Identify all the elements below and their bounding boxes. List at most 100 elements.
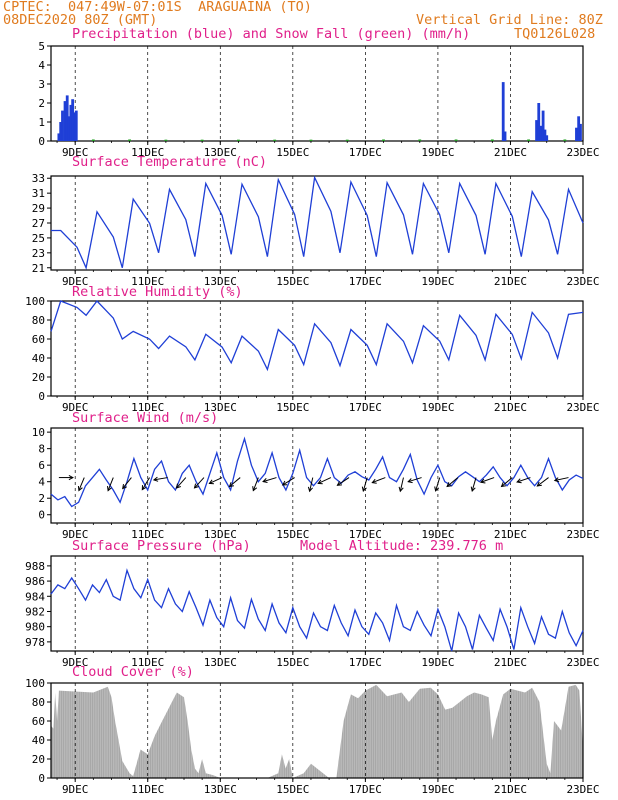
wind-ytick-label: 4 [38,476,45,489]
precip-bar-precipitation [74,110,78,141]
wind-vector-arrowhead [281,480,288,486]
temp-xtick-label: 13DEC [204,275,237,288]
wind-ytick-label: 8 [38,443,45,456]
wind-vector-arrowhead [361,486,367,492]
cloud-xtick-label: 17DEC [349,783,382,796]
grid-line-info: Vertical Grid Line: 80Z [416,12,603,28]
wind-vector-arrowhead [228,482,234,488]
cloud-frame [50,682,584,779]
precip-xtick-label: 13DEC [204,146,237,159]
temp-ytick-label: 31 [32,187,45,200]
wind-vector-arrow [516,477,531,483]
precip-bar-precipitation [59,122,63,141]
temp-title: Surface Temperature (nC) [72,154,268,170]
precip-bar-precipitation [57,133,61,141]
cloud-ytick-label: 80 [32,696,45,709]
wind-vector-arrowhead [398,486,404,493]
precip-ytick-label: 0 [38,135,45,148]
wind-vector-arrowhead [500,482,506,488]
precip-bar-precipitation [577,116,581,141]
rh-xtick-label: 19DEC [421,401,454,414]
wind-vector-arrow [262,477,277,483]
wind-vector-arrowhead [307,486,313,493]
wind-vector-arrowhead [516,478,522,484]
wind-ytick-label: 6 [38,459,45,472]
temp-xtick-label: 21DEC [494,275,527,288]
precip-bar-snow-fall [345,139,349,141]
wind-vector-arrow [229,477,241,487]
cloud-xtick-label: 9DEC [62,783,89,796]
wind-vector-arrow [537,477,549,487]
cloud-xtick-label: 11DEC [131,783,164,796]
rh-xtick-label: 13DEC [204,401,237,414]
wind-vector-arrow [209,477,223,484]
rh-ytick-label: 100 [25,295,45,308]
press-ytick-label: 988 [25,560,45,573]
wind-vector-arrowhead [77,485,83,492]
precip-bar-precipitation [73,112,76,141]
wind-vector-arrow [362,477,368,492]
wind-vector-arrow [399,477,404,492]
wind-vector-arrowhead [262,478,268,483]
wind-xtick-label: 11DEC [131,528,164,541]
precip-bar-snow-fall [273,139,277,141]
temp-xtick-label: 9DEC [62,275,89,288]
temp-ytick-label: 29 [32,202,45,215]
cloud-ytick-label: 40 [32,734,45,747]
wind-ytick-label: 0 [38,509,45,522]
temp-ytick-label: 27 [32,217,45,230]
precip-bar-snow-fall [563,139,567,141]
wind-vector-arrowhead [470,486,476,493]
wind-xtick-label: 21DEC [494,528,527,541]
precip-bar-snow-fall [382,139,385,141]
wind-vector-arrow [317,477,332,484]
cloud-ytick-label: 20 [32,753,45,766]
precip-bar-precipitation [575,127,578,141]
precip-bar-precipitation [543,129,547,141]
press-frame [50,555,584,652]
press-ytick-label: 978 [25,636,45,649]
wind-vector-arrowhead [434,486,440,492]
precip-bar-snow-fall [454,139,458,141]
press-series-line [50,568,584,652]
press-xtick-label: 15DEC [276,656,309,669]
wind-series-line [50,436,584,508]
wind-xtick-label: 19DEC [421,528,454,541]
rh-ytick-label: 20 [32,371,45,384]
wind-vector-arrowhead [193,483,199,489]
wind-xtick-label: 17DEC [349,528,382,541]
wind-vector-arrow [252,477,259,491]
press-xtick-label: 11DEC [131,656,164,669]
wind-vector-arrow [153,477,168,481]
precip-bar-snow-fall [490,139,494,141]
wind-xtick-label: 13DEC [204,528,237,541]
wind-vector-arrow [446,477,459,487]
wind-xtick-label: 23DEC [566,528,599,541]
precip-bar-precipitation [539,125,543,141]
rh-xtick-label: 11DEC [131,401,164,414]
cloud-xtick-label: 13DEC [204,783,237,796]
precip-ytick-label: 3 [38,78,45,91]
precip-bar-snow-fall [418,139,422,141]
precip-xtick-label: 15DEC [276,146,309,159]
temp-xtick-label: 11DEC [131,275,164,288]
wind-vector-arrowhead [252,486,258,492]
precip-frame [50,45,584,142]
wind-vector-arrowhead [141,485,147,491]
precip-bar-precipitation [65,95,69,141]
precip-xtick-label: 17DEC [349,146,382,159]
wind-vector-arrowhead [317,479,323,485]
model-altitude: Model Altitude: 239.776 m [300,538,504,554]
cloud-xtick-label: 19DEC [421,783,454,796]
model-id: TQ0126L028 [514,26,596,42]
precip-bar-precipitation [541,110,545,141]
temp-series-line [51,175,584,270]
press-ytick-label: 984 [25,590,45,603]
wind-ytick-label: 2 [38,492,45,505]
rh-ytick-label: 80 [32,314,45,327]
wind-vector-arrowhead [536,481,542,487]
wind-xtick-label: 15DEC [276,528,309,541]
rh-xtick-label: 21DEC [494,401,527,414]
wind-vector-arrow [78,477,85,491]
